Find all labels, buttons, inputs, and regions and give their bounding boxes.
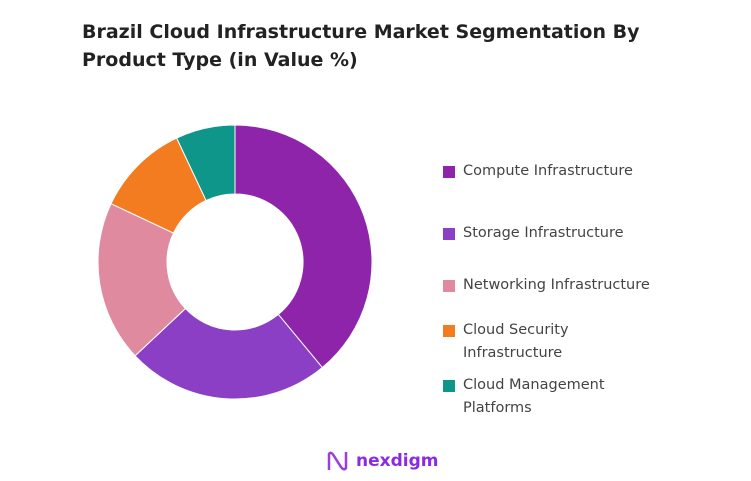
legend-label: Cloud Management Platforms — [463, 377, 605, 416]
legend-label: Networking Infrastructure — [463, 277, 650, 293]
legend-label: Cloud Security Infrastructure — [463, 322, 569, 361]
legend-item: Cloud Management Platforms — [443, 374, 683, 420]
legend-item: Cloud Security Infrastructure — [443, 319, 683, 365]
slice-storage-infrastructure — [134, 307, 324, 400]
legend-item: Storage Infrastructure — [443, 222, 683, 245]
logo-text: nexdigm — [356, 451, 439, 471]
slice-networking-infrastructure — [97, 203, 187, 357]
legend-label: Compute Infrastructure — [463, 163, 633, 179]
nexdigm-logo: nexdigm — [326, 450, 438, 472]
slice-cloud-management-platforms — [176, 124, 236, 202]
legend-swatch — [443, 280, 455, 292]
logo-icon — [327, 451, 348, 471]
slice-compute-infrastructure — [234, 124, 373, 369]
legend-item: Compute Infrastructure — [443, 160, 683, 183]
legend-swatch — [443, 380, 455, 392]
legend-item: Networking Infrastructure — [443, 274, 683, 297]
legend-swatch — [443, 228, 455, 240]
legend-label: Storage Infrastructure — [463, 225, 624, 241]
legend-swatch — [443, 166, 455, 178]
chart-title: Brazil Cloud Infrastructure Market Segme… — [82, 21, 640, 71]
legend-swatch — [443, 325, 455, 337]
